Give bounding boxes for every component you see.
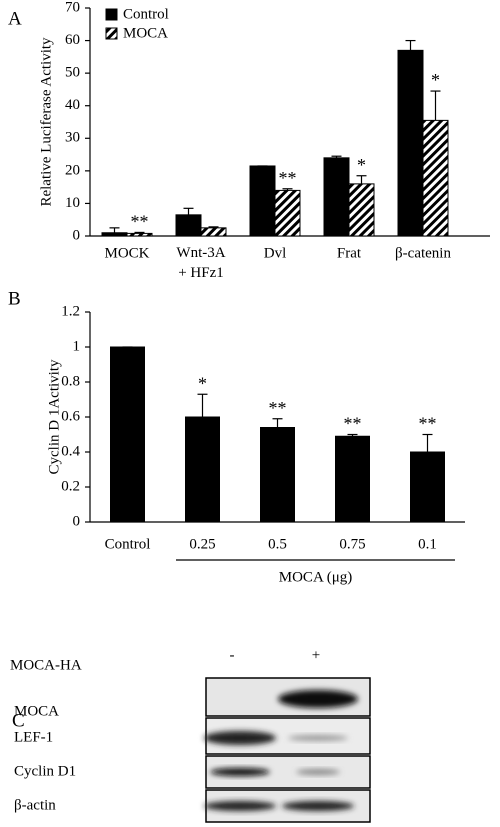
panel-label: C [12, 710, 25, 731]
x-tick-label: 0.5 [268, 536, 287, 552]
x-tick-label: 0.75 [339, 536, 365, 552]
panel-label: B [8, 288, 21, 309]
bar [274, 189, 301, 237]
significance: ** [344, 414, 362, 434]
significance: ** [131, 212, 149, 232]
significance: * [357, 155, 366, 175]
significance: ** [419, 414, 437, 434]
y-tick-label: 1.2 [61, 303, 80, 319]
y-tick-label: 10 [65, 195, 80, 211]
row-label: MOCA [14, 703, 59, 719]
x-tick-label: 0.25 [189, 536, 215, 552]
panel-label: A [8, 8, 22, 29]
blot-label: MOCA-HA [10, 657, 82, 673]
bar [397, 49, 424, 237]
x-tick-label: Control [105, 536, 151, 552]
y-tick-label: 0.8 [61, 373, 80, 389]
row-label: Cyclin D1 [14, 763, 76, 779]
y-tick-label: 50 [65, 65, 80, 81]
bar [110, 346, 145, 523]
x-tick-label: Wnt-3A + HFz1 [176, 245, 225, 281]
y-tick-label: 70 [65, 0, 80, 15]
x-group-label: MOCA (μg) [279, 569, 352, 585]
significance: * [198, 373, 207, 393]
y-tick-label: 0.4 [61, 443, 80, 459]
legend-label: MOCA [123, 25, 168, 41]
band [204, 731, 276, 745]
bar [422, 119, 449, 237]
x-tick-label: Frat [337, 245, 362, 261]
bar [185, 416, 220, 523]
significance: ** [269, 398, 287, 418]
lane-label: - [230, 647, 235, 663]
y-axis-label: Cyclin D 1Activity [46, 359, 62, 474]
bar [175, 214, 202, 237]
x-tick-label: β-catenin [395, 245, 451, 261]
y-tick-label: 60 [65, 32, 80, 48]
bar [200, 227, 227, 237]
y-tick-label: 0.2 [61, 478, 80, 494]
row-label: β-actin [14, 797, 56, 813]
bar [348, 183, 375, 237]
y-tick-label: 0.6 [61, 408, 80, 424]
legend-swatch [105, 8, 118, 21]
y-tick-label: 0 [73, 227, 81, 243]
blot-box [205, 755, 371, 789]
band [288, 735, 348, 741]
row-label: LEF-1 [14, 729, 53, 745]
band [204, 801, 276, 811]
blot-panel: C MOCA-HA - + MOCA LEF-1 Cyclin D1 β-act… [10, 647, 371, 823]
y-tick-label: 20 [65, 162, 80, 178]
y-tick-label: 40 [65, 97, 80, 113]
bar [126, 232, 153, 237]
x-tick-label: MOCK [104, 245, 149, 261]
lane-label: + [312, 647, 320, 663]
significance: * [431, 70, 440, 90]
y-tick-label: 0 [73, 513, 81, 529]
band [296, 769, 340, 775]
band [278, 690, 358, 708]
legend-swatch [105, 27, 118, 40]
band [210, 768, 270, 776]
y-tick-label: 30 [65, 130, 80, 146]
bar [335, 435, 370, 523]
significance: ** [279, 168, 297, 188]
bar [260, 427, 295, 523]
bar [410, 451, 445, 523]
y-tick-label: 1 [73, 338, 81, 354]
bar [323, 157, 350, 237]
bar [101, 232, 128, 237]
y-axis-label: Relative Luciferase Activity [38, 37, 54, 207]
x-tick-label: Dvl [264, 245, 287, 261]
band [282, 801, 354, 811]
legend-label: Control [123, 6, 169, 22]
x-tick-label: 0.1 [418, 536, 437, 552]
bar [249, 165, 276, 237]
